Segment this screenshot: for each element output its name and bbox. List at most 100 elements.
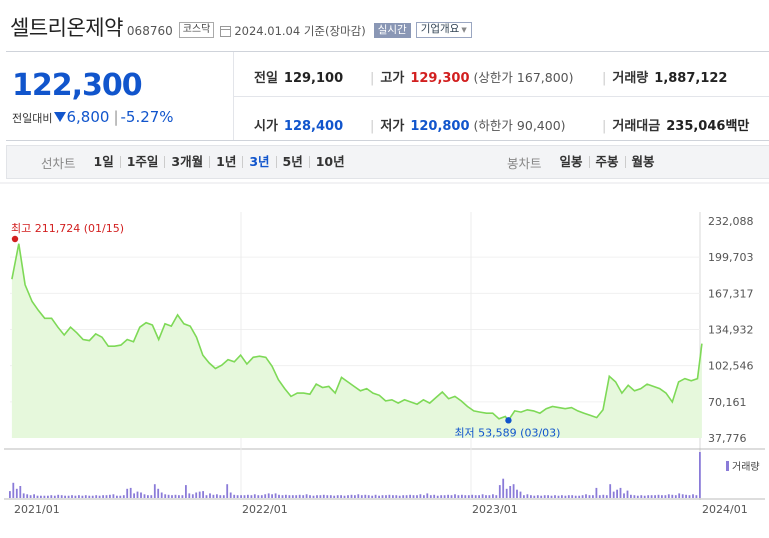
realtime-button[interactable]: 실시간 [373, 23, 411, 38]
y-tick-label: 70,161 [708, 396, 747, 409]
volume-bar [174, 494, 177, 498]
volume-bar [302, 495, 305, 498]
x-tick-label: 2023/01 [472, 503, 518, 516]
period-10y[interactable]: 10년 [308, 155, 351, 168]
high-marker [11, 235, 19, 243]
volume-bar [623, 493, 625, 498]
period-1w[interactable]: 1주일 [119, 155, 165, 168]
low-label: 저가 [380, 119, 405, 134]
high-value: 129,300 [410, 71, 470, 86]
y-tick-label: 102,546 [708, 360, 754, 373]
low-marker [505, 417, 512, 424]
volume-bar [443, 495, 446, 498]
volume-cell: | 거래량 1,887,122 [602, 67, 727, 86]
period-5y[interactable]: 5년 [275, 155, 309, 168]
candle-daily[interactable]: 일봉 [559, 154, 583, 169]
volume-bar [547, 495, 549, 498]
period-1d[interactable]: 1일 [93, 154, 114, 169]
volume-bar [278, 494, 280, 498]
volume-bar [509, 486, 512, 498]
y-tick-label: 199,703 [708, 251, 754, 264]
volume-bar [598, 495, 601, 498]
volume-bar [257, 495, 260, 498]
volume-bar [316, 495, 318, 498]
volume-bar [360, 495, 363, 498]
lower-limit-label: 하한가 [478, 118, 513, 133]
volume-bar [605, 495, 608, 498]
x-tick-label: 2024/01 [702, 503, 748, 516]
high-label: 고가 [380, 71, 405, 86]
volume-bar [291, 495, 294, 498]
quote-divider [234, 96, 769, 97]
volume-bar [450, 495, 453, 498]
volume-bar [654, 495, 656, 498]
change-percent: -5.27% [120, 108, 174, 126]
period-3y[interactable]: 3년 [242, 155, 275, 168]
volume-bar [47, 495, 49, 498]
volume-bar [516, 489, 518, 498]
period-1y[interactable]: 1년 [209, 155, 242, 168]
volume-bar [609, 484, 612, 498]
trade-value-label: 거래대금 [612, 119, 661, 134]
candle-weekly[interactable]: 주봉 [588, 155, 625, 168]
volume-bar [585, 494, 587, 498]
volume-bar [474, 495, 477, 498]
period-3m[interactable]: 3개월 [164, 155, 209, 168]
volume-bar [488, 495, 491, 498]
volume-bar [592, 495, 594, 498]
volume-bar [571, 495, 574, 498]
volume-bar [574, 495, 577, 498]
candle-monthly[interactable]: 월봉 [624, 155, 661, 168]
volume-bar [347, 495, 349, 498]
volume-bar [536, 495, 539, 498]
volume-bar [212, 494, 215, 498]
volume-legend-label: 거래량 [732, 462, 760, 473]
volume-bar [312, 495, 315, 498]
volume-bar [398, 495, 401, 498]
volume-bar [305, 494, 308, 498]
volume-bar [253, 494, 256, 498]
quote-panel: 122,300 전일대비 6,800 | -5.27% 전일 129,100 | 고가 12… [6, 51, 769, 141]
volume-bar [616, 489, 618, 498]
stock-name: 셀트리온제약 [10, 16, 123, 40]
volume-bar [222, 495, 225, 498]
volume-bar [322, 494, 325, 498]
prev-close-label: 전일 [254, 71, 278, 86]
volume-bar [309, 495, 311, 498]
upper-limit-label: 상한가 [478, 70, 513, 85]
volume-bar [171, 495, 173, 498]
volume-bar [602, 494, 605, 498]
volume-bar [554, 495, 556, 498]
volume-bar [695, 495, 698, 498]
volume-bar [457, 495, 460, 498]
prev-close-value: 129,100 [283, 71, 344, 86]
volume-bar [112, 494, 115, 498]
volume-bar [195, 492, 198, 498]
volume-bar [26, 494, 29, 498]
company-info-label: 기업개요 [420, 23, 460, 35]
volume-bar [191, 494, 194, 498]
volume-bar [578, 495, 581, 498]
stock-code: 068760 [126, 24, 173, 38]
volume-bar [692, 494, 694, 498]
volume-bar [233, 494, 236, 498]
volume-bar [440, 495, 443, 498]
volume-bar [564, 495, 567, 498]
prev-close-cell: 전일 129,100 [254, 67, 343, 86]
volume-bar [129, 487, 132, 498]
volume-bar [36, 495, 39, 498]
stock-header: 셀트리온제약 068760 코스닥 2024.01.04 기준(장마감) 실시간… [10, 14, 472, 40]
volume-bar [126, 488, 129, 498]
volume-bar [236, 495, 239, 498]
volume-bar [288, 495, 291, 498]
volume-bar [81, 495, 84, 498]
cell-divider: | [370, 71, 375, 86]
company-info-button[interactable]: 기업개요 ▼ [415, 22, 472, 38]
volume-bar [495, 495, 498, 498]
volume-bar [326, 495, 329, 498]
price-block: 122,300 전일대비 6,800 | -5.27% [6, 52, 234, 140]
line-chart-label: 선차트 [41, 155, 76, 171]
down-triangle-icon [54, 112, 67, 122]
cell-divider: | [602, 119, 607, 134]
